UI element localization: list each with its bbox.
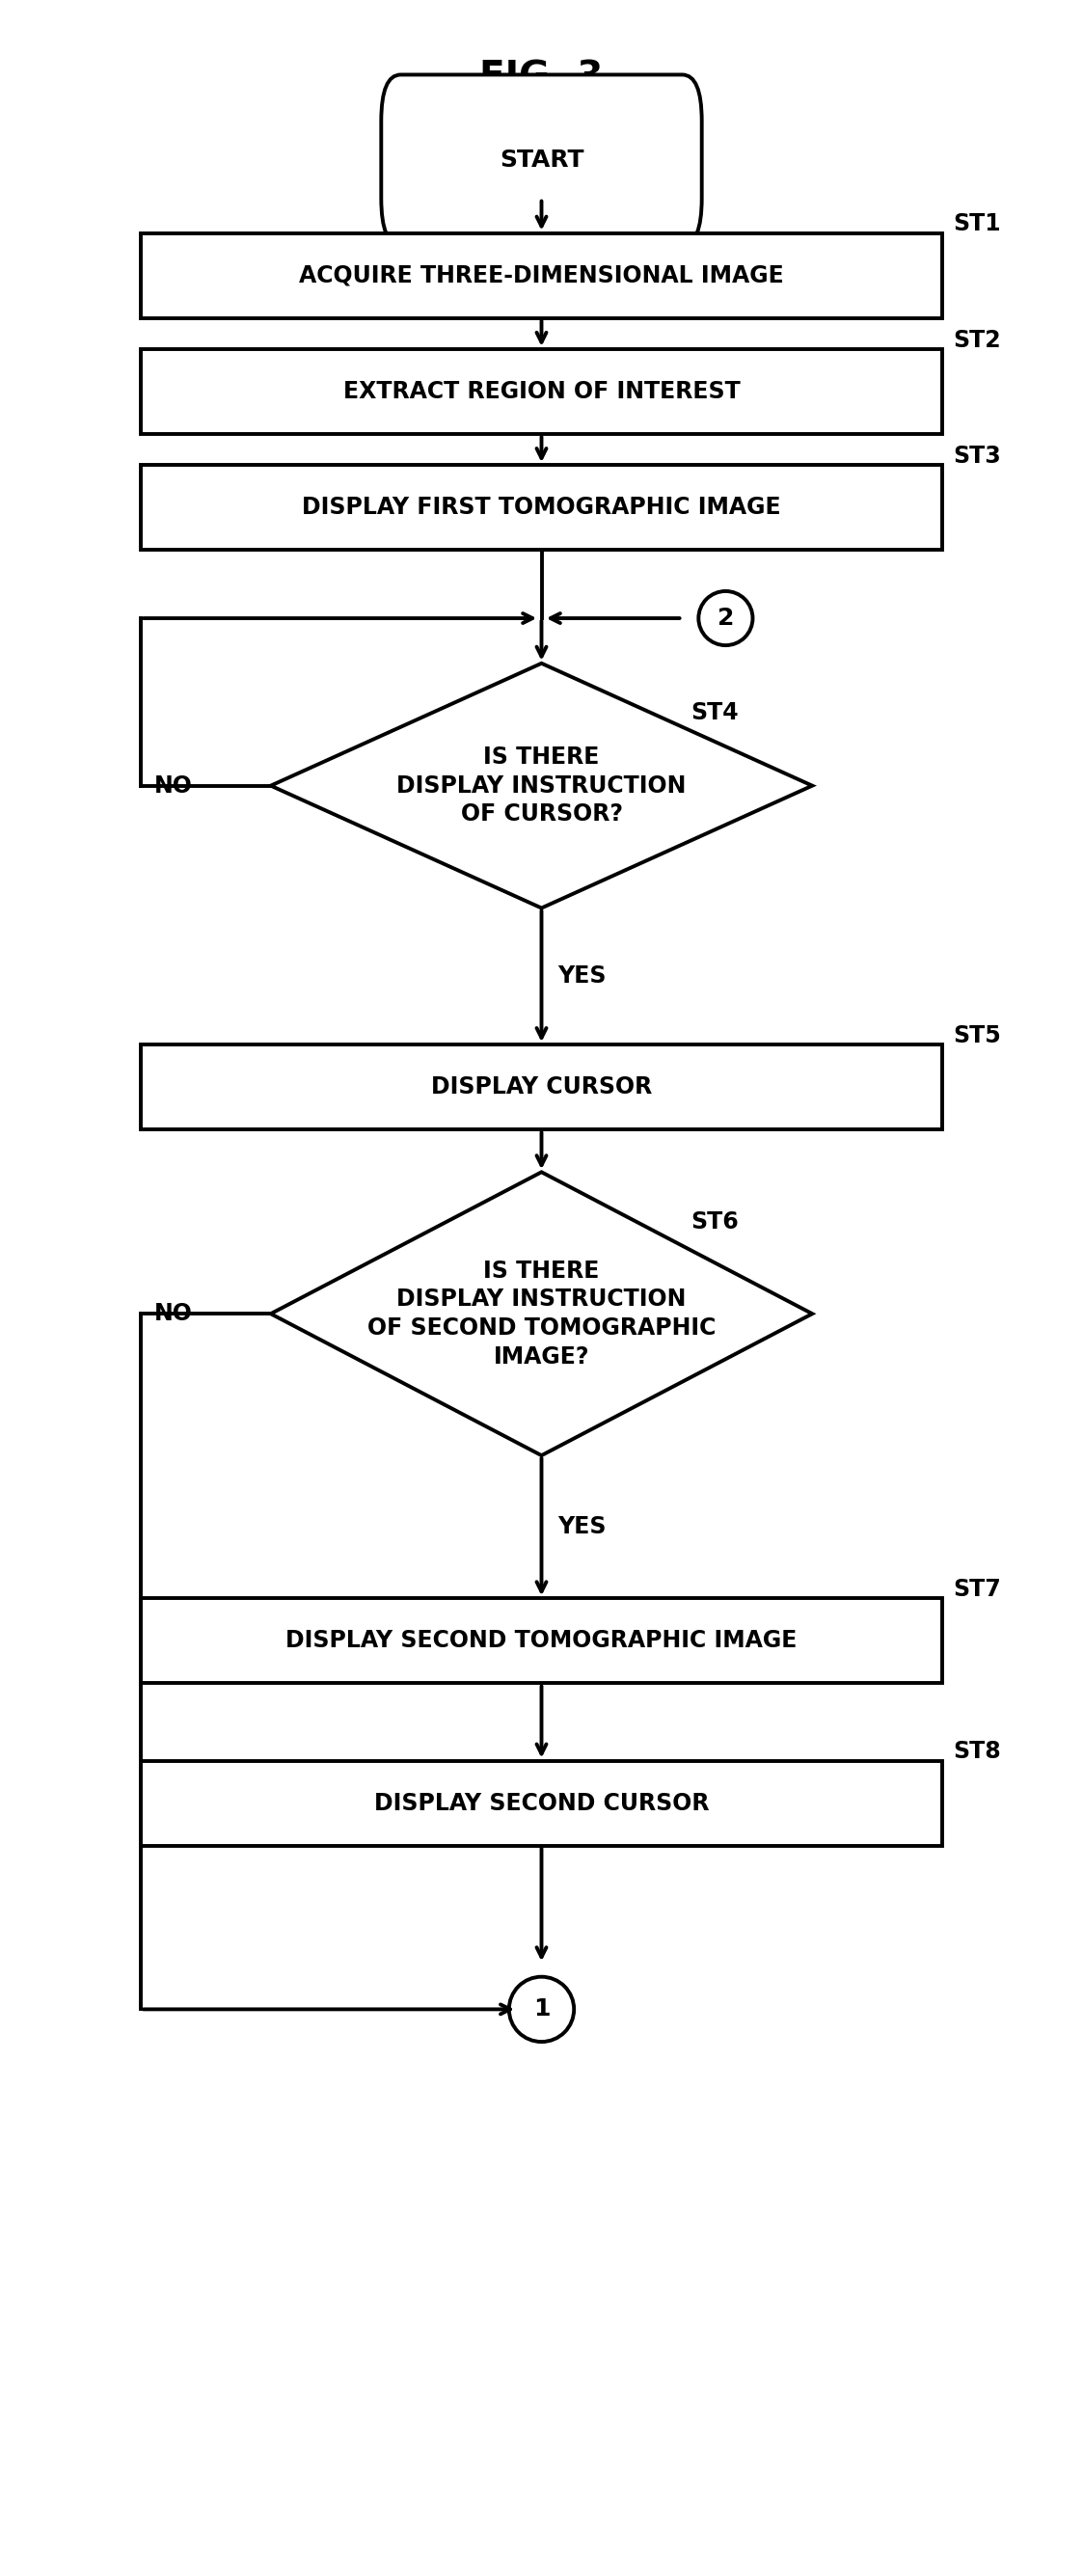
Text: ST8: ST8 — [953, 1741, 1001, 1762]
Text: FIG. 3: FIG. 3 — [480, 59, 603, 95]
Text: ST4: ST4 — [691, 701, 739, 724]
Text: ST2: ST2 — [953, 330, 1001, 350]
Text: IS THERE
DISPLAY INSTRUCTION
OF SECOND TOMOGRAPHIC
IMAGE?: IS THERE DISPLAY INSTRUCTION OF SECOND T… — [367, 1260, 716, 1368]
Bar — [141, 348, 942, 433]
Text: ST7: ST7 — [953, 1579, 1001, 1600]
Text: YES: YES — [558, 966, 606, 987]
Bar — [141, 1597, 942, 1685]
Text: ST1: ST1 — [953, 214, 1001, 234]
Bar — [141, 464, 942, 549]
FancyBboxPatch shape — [381, 75, 702, 245]
Text: START: START — [499, 149, 584, 170]
Text: YES: YES — [558, 1515, 606, 1538]
Text: DISPLAY SECOND CURSOR: DISPLAY SECOND CURSOR — [374, 1793, 709, 1814]
Text: 2: 2 — [717, 608, 734, 629]
Polygon shape — [271, 665, 812, 909]
Text: NO: NO — [154, 1303, 193, 1324]
Text: ST3: ST3 — [953, 446, 1001, 466]
Text: ST5: ST5 — [953, 1025, 1001, 1046]
Text: EXTRACT REGION OF INTEREST: EXTRACT REGION OF INTEREST — [343, 381, 740, 402]
Ellipse shape — [509, 1976, 574, 2043]
Bar — [141, 1762, 942, 1844]
Text: DISPLAY SECOND TOMOGRAPHIC IMAGE: DISPLAY SECOND TOMOGRAPHIC IMAGE — [286, 1631, 797, 1651]
Ellipse shape — [699, 590, 753, 647]
Bar — [141, 232, 942, 317]
Bar — [141, 1046, 942, 1128]
Text: IS THERE
DISPLAY INSTRUCTION
OF CURSOR?: IS THERE DISPLAY INSTRUCTION OF CURSOR? — [396, 744, 687, 827]
Text: ST6: ST6 — [691, 1211, 739, 1234]
Text: 1: 1 — [533, 1999, 550, 2020]
Text: NO: NO — [154, 775, 193, 796]
Text: DISPLAY CURSOR: DISPLAY CURSOR — [431, 1077, 652, 1097]
Text: ACQUIRE THREE-DIMENSIONAL IMAGE: ACQUIRE THREE-DIMENSIONAL IMAGE — [299, 265, 784, 286]
Polygon shape — [271, 1172, 812, 1455]
Text: DISPLAY FIRST TOMOGRAPHIC IMAGE: DISPLAY FIRST TOMOGRAPHIC IMAGE — [302, 497, 781, 518]
